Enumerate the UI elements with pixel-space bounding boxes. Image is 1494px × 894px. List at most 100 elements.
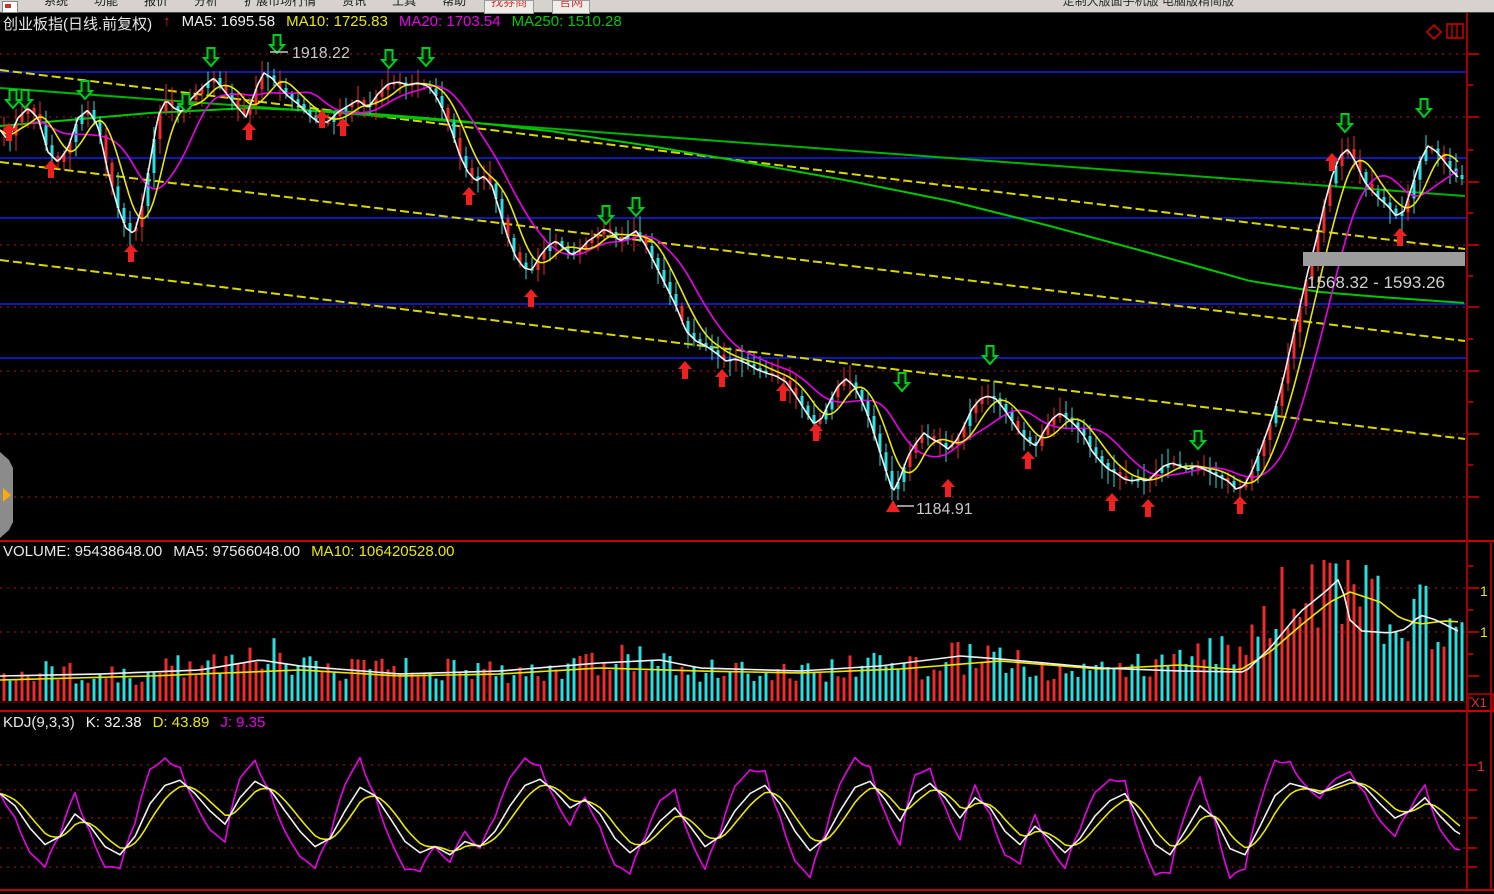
price-range-highlight-bar [1303,252,1465,266]
sell-signal-arrow-icon [1414,98,1434,119]
candle-body [44,124,48,146]
grid-window-frame [1446,23,1464,39]
menu-item-6[interactable]: 工具 [392,0,417,8]
candle-body [1076,422,1080,429]
diamond-icon[interactable] [1425,23,1443,41]
candle-body [296,99,300,104]
candle-body [266,75,270,78]
candle-body [1244,482,1248,488]
candle-body [524,262,528,269]
sell-signal-arrow-icon [15,89,35,110]
menu-right-text[interactable]: 定制大版面手机版 电脑版精简版 [1062,0,1234,8]
grid-window-icon[interactable] [1446,23,1464,39]
candle-body [794,387,798,396]
menu-item-2[interactable]: 报价 [144,0,169,8]
candle-body [1196,466,1200,469]
sell-signal-arrow-icon [626,197,646,218]
candle-body [242,108,246,115]
buy-signal-arrow-icon [715,369,729,387]
candle-body [692,333,696,339]
menu-red-button-0[interactable]: 找券商 [484,0,535,14]
menu-item-3[interactable]: 分析 [194,0,219,8]
candle-body [278,80,282,88]
menu-item-5[interactable]: 资讯 [342,0,367,8]
candle-body [308,110,312,116]
menu-item-7[interactable]: 帮助 [442,0,467,8]
candle-body [1460,175,1464,179]
sell-signal-arrow-icon [416,47,436,68]
candle-body [74,124,78,142]
ma20-line [0,85,1459,478]
main-price-panel: 1918.22 1184.91 1568.32 - 1593.26 [0,23,1467,538]
candle-body [806,405,810,415]
volume-value: VOLUME: 95438648.00 [3,543,163,560]
candle-body [1154,473,1158,479]
candle-body [1382,197,1386,203]
candle-body [776,374,780,378]
buy-signal-arrow-icon [315,110,329,128]
candle-body [248,105,252,115]
candle-body [1394,208,1398,216]
sell-signal-arrow-icon [201,47,221,68]
candle-body [1358,159,1362,172]
buy-signal-arrow-icon [2,123,16,141]
candle-body [1286,358,1290,384]
candle-body [272,75,276,81]
app-logo-icon[interactable] [2,1,18,13]
candle-body [626,236,630,240]
candle-body [488,176,492,184]
candle-body [992,396,996,399]
volume-header: VOLUME: 95438648.00 MA5: 97566048.00 MA1… [3,543,455,560]
candle-body [1058,413,1062,418]
candle-body [602,229,606,235]
candle-body [80,114,84,124]
candle-body [944,443,948,448]
sell-signal-arrow-icon [176,93,196,114]
candle-body [98,119,102,136]
candle-body [170,100,174,106]
candle-body [1124,476,1128,480]
menu-item-1[interactable]: 功能 [94,0,119,8]
candle-body [464,156,468,168]
candle-body [1166,464,1170,468]
buy-signal-arrow-icon [1021,451,1035,469]
candle-body [830,397,834,410]
candle-body [512,238,516,253]
candle-body [584,243,588,250]
buy-signal-arrow-icon [462,187,476,205]
sell-signal-arrow-icon [267,34,287,55]
candle-body [1412,179,1416,199]
candle-body [932,436,936,440]
candle-body [698,339,702,343]
candle-body [356,100,360,104]
candle-body [20,114,24,123]
volume-axis-label: 1 [1480,583,1488,599]
candle-body [1376,191,1380,197]
candle-body [116,186,120,208]
candle-body [854,382,858,390]
candle-body [1364,172,1368,184]
candle-body [914,443,918,453]
candle-body [92,110,96,120]
menu-red-button-1[interactable]: 官网 [552,0,591,14]
candle-body [350,103,354,108]
candle-body [458,138,462,156]
low-marker-icon [886,500,900,512]
candle-body [884,452,888,471]
menu-item-0[interactable]: 系统 [44,0,69,8]
kdj-j-value: J: 9.35 [220,714,266,731]
candle-body [662,270,666,282]
yellow-trendline [0,69,1466,250]
candle-body [650,246,654,258]
candle-body [176,106,180,110]
candle-body [1388,202,1392,209]
chart-background [0,12,1494,894]
candle-body [1400,212,1404,216]
buy-signal-arrow-icon [1233,496,1247,514]
volume-ma5-value: MA5: 97566048.00 [173,543,301,560]
candle-body [1424,149,1428,161]
menu-item-4[interactable]: 扩展市场行情 [244,0,317,8]
